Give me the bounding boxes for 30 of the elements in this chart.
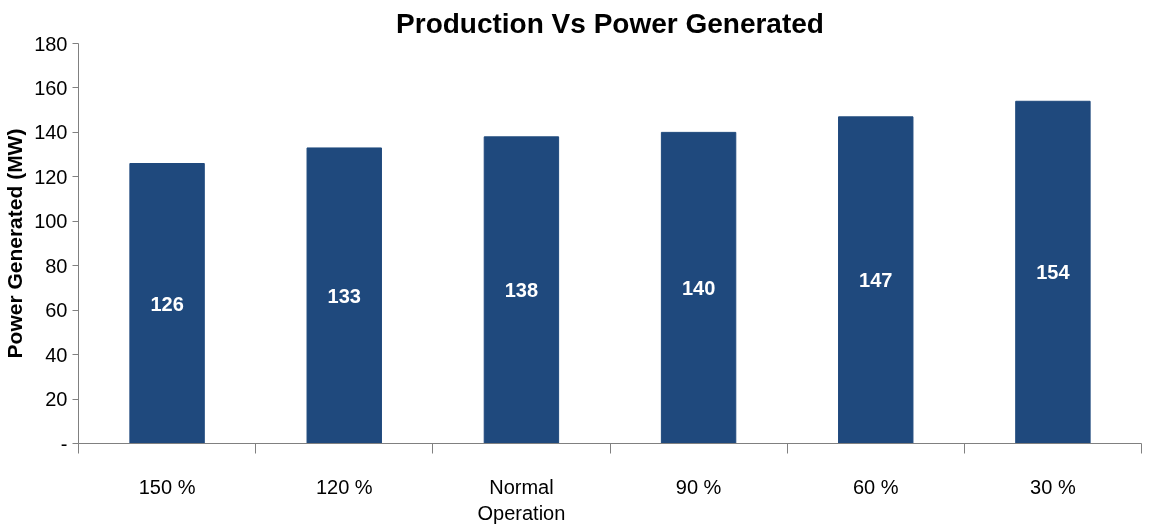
bar	[129, 163, 205, 444]
x-tick-label: 90 %	[675, 475, 722, 498]
data-label: 138	[504, 279, 539, 302]
x-tick-label: 150 %	[138, 475, 196, 498]
data-label: 133	[327, 284, 361, 307]
bar	[483, 136, 560, 444]
bar	[1015, 100, 1091, 444]
data-label: 126	[150, 292, 184, 315]
y-tick-label: 60	[45, 299, 68, 322]
chart-title: Production Vs Power Generated	[396, 7, 824, 39]
data-label: 154	[1036, 261, 1071, 284]
y-axis-title: Power Generated (MW)	[3, 128, 27, 359]
y-tick-label: 40	[45, 343, 68, 366]
x-tick-label: 120 %	[315, 475, 373, 498]
bar	[660, 131, 737, 444]
y-tick-label: 20	[45, 388, 68, 411]
y-tick-label: 100	[34, 210, 68, 233]
bar	[306, 147, 382, 444]
y-tick-label: 160	[34, 76, 68, 99]
x-tick-label: 60 %	[852, 475, 899, 498]
bar	[838, 116, 914, 444]
y-tick-label: 120	[34, 165, 68, 188]
y-tick-label: 80	[45, 254, 68, 277]
data-label: 147	[859, 269, 893, 292]
y-tick-label: 140	[34, 121, 68, 144]
y-tick-label: -	[60, 432, 68, 455]
x-tick-label: 30 %	[1030, 475, 1076, 498]
x-tick-label: Normal Operation	[477, 475, 566, 524]
y-tick-label: 180	[34, 32, 68, 55]
data-label: 140	[681, 276, 716, 299]
